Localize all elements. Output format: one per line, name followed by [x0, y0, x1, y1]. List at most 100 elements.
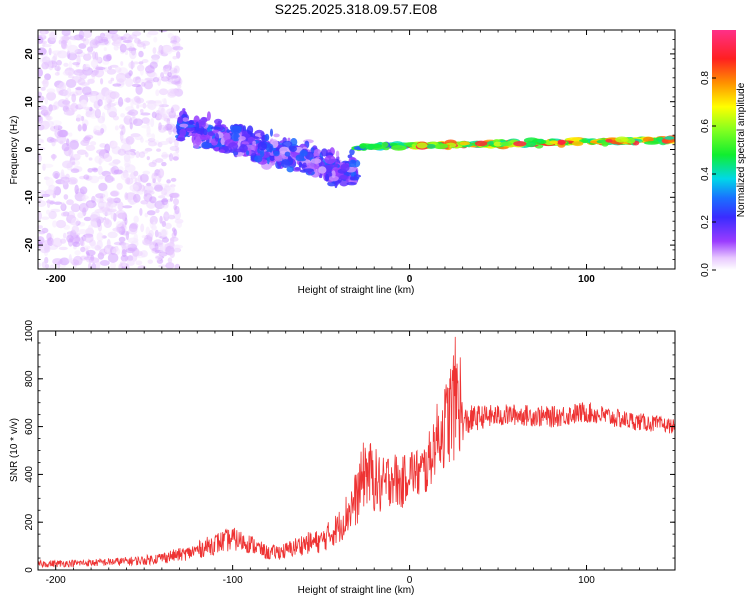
spectrogram-cell [238, 136, 246, 141]
spectrogram-cell [67, 177, 78, 185]
spectrogram-cell [102, 189, 109, 200]
colorbar-tick-label: 0.6 [700, 119, 711, 133]
spectrogram-cell [151, 159, 157, 165]
spectrogram-cell [94, 155, 105, 164]
spectrogram-cell [38, 36, 44, 45]
spectrogram-cell [81, 241, 85, 247]
spectrogram-cell [139, 67, 144, 76]
spectrogram-cell [45, 209, 51, 215]
spectrogram-cell [70, 153, 82, 159]
spectrogram-cell [152, 221, 156, 230]
spectrogram-cell [130, 172, 136, 180]
spectrogram-cell [126, 115, 131, 119]
spectrogram-cell [90, 59, 99, 68]
spectrogram-cell [230, 125, 242, 135]
spectrogram-cell [112, 115, 119, 121]
colorbar-ticks: 0.0 0.2 0.4 0.6 0.8 [700, 71, 716, 277]
spectrogram-cell [182, 117, 189, 122]
spectrogram-cell [38, 146, 46, 151]
spectrogram-cell [195, 121, 200, 131]
spectrogram-cell [52, 258, 63, 265]
spectrogram-cell [108, 80, 113, 84]
spectrogram-cell [150, 117, 155, 128]
spectrogram-cell [122, 40, 133, 44]
spectrogram-cell [349, 176, 356, 181]
spectrogram-cell [146, 119, 150, 126]
x-tick-label: -100 [223, 575, 243, 586]
spectrogram-cell [169, 239, 175, 248]
spectrogram-cell [170, 177, 177, 182]
spectrogram-cell [318, 166, 327, 174]
spectrogram-cell [172, 46, 184, 51]
spectrogram-cell [97, 99, 103, 107]
spectrogram-cell [64, 98, 70, 108]
spectrogram-cell [95, 64, 100, 75]
spectrogram-cell [135, 97, 145, 104]
spectrogram-cell [159, 140, 169, 146]
spectrogram-cell [86, 46, 94, 53]
spectrogram-cell [117, 148, 127, 156]
spectrogram-cell [100, 78, 104, 85]
spectrogram-cell [71, 225, 79, 234]
spectrogram-cell [328, 175, 339, 182]
spectrogram-cell [289, 145, 297, 152]
y-tick-label: 400 [24, 466, 35, 483]
spectrogram-cell [68, 132, 73, 137]
spectrogram-cell [214, 118, 223, 125]
spectrogram-cell [45, 177, 54, 187]
spectrogram-cell [149, 61, 158, 69]
spectrogram-cell [79, 71, 88, 80]
spectrogram-cell [493, 141, 503, 147]
y-tick-label: 0 [24, 567, 35, 573]
spectrogram-cell [99, 259, 110, 266]
spectrogram-cell [122, 260, 126, 268]
spectrogram-cell [155, 89, 160, 97]
spectrogram-cell [601, 141, 609, 147]
spectrogram-cell [132, 118, 143, 127]
spectrogram-cell [61, 30, 71, 37]
spectrogram-cell [184, 126, 195, 132]
spectrogram-cell [68, 254, 72, 264]
spectrogram-cell [82, 53, 92, 61]
spectrogram-cell [81, 123, 88, 132]
spectrogram-cell [102, 54, 112, 62]
spectrogram-cell [132, 113, 136, 118]
spectrogram-cell [83, 174, 90, 180]
spectrogram-cell [38, 95, 45, 102]
spectrogram-cell [144, 147, 153, 152]
spectrogram-cell [254, 155, 263, 163]
spectrogram-cell [167, 257, 173, 263]
spectrogram-cell [168, 135, 176, 142]
spectrogram-cell [182, 108, 186, 112]
spectrogram-cell [161, 98, 167, 103]
spectrogram-cell [281, 140, 293, 148]
spectrogram-cell [179, 128, 187, 137]
spectrogram-cell [540, 140, 547, 144]
spectrogram-cell [132, 193, 141, 203]
spectrogram-cell [112, 227, 122, 232]
spectrogram-cell [113, 45, 119, 51]
y-tick-label: 20 [24, 48, 35, 60]
spectrogram-cell [161, 237, 170, 243]
spectrogram-cell [167, 72, 172, 77]
x-tick-label: 0 [407, 274, 413, 285]
spectrogram-cell [98, 182, 108, 192]
spectrogram-cell [426, 144, 437, 149]
spectrogram-cell [71, 217, 80, 227]
spectrogram-cell [52, 153, 56, 161]
colorbar-gradient [712, 30, 736, 270]
spectrogram-cell [207, 131, 215, 137]
spectrogram-cell [97, 165, 103, 176]
spectrogram-cell [127, 255, 134, 262]
snr-y-axis-label: SNR (10 * v/v) [9, 418, 20, 482]
spectrogram-cell [85, 144, 96, 152]
spectrogram-cell [68, 147, 74, 158]
spectrogram-cell [60, 212, 67, 217]
spectrogram-cell [51, 120, 62, 126]
colorbar-tick-label: 0.2 [700, 215, 711, 229]
spectrogram-cell [59, 257, 70, 266]
spectrogram-cell [161, 204, 169, 209]
spectrogram-x-axis-label: Height of straight line (km) [298, 285, 415, 296]
spectrogram-cell [41, 216, 50, 220]
